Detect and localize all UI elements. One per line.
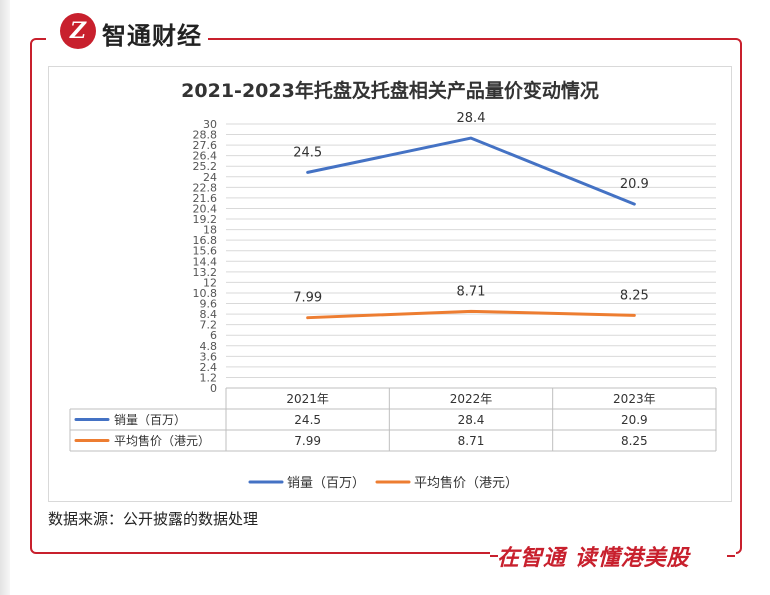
y-tick-label: 9.6 <box>200 298 218 311</box>
slogan-dash-left <box>490 555 498 557</box>
y-tick-label: 3.6 <box>200 350 218 363</box>
data-label: 8.25 <box>620 288 649 303</box>
y-tick-label: 10.8 <box>193 287 218 300</box>
y-tick-label: 14.4 <box>193 255 218 268</box>
y-tick-label: 24 <box>203 171 217 184</box>
y-tick-label: 20.4 <box>193 202 218 215</box>
chart-title: 2021-2023年托盘及托盘相关产品量价变动情况 <box>181 80 599 102</box>
series-layer <box>306 136 636 320</box>
category-label: 2021年 <box>286 392 329 406</box>
y-tick-label: 7.2 <box>200 319 218 332</box>
table-cell: 24.5 <box>294 413 321 427</box>
y-tick-label: 15.6 <box>193 245 218 258</box>
y-tick-label: 6 <box>210 329 217 342</box>
legend-label: 平均售价（港元） <box>414 475 518 491</box>
y-tick-label: 0 <box>210 382 217 395</box>
y-tick-label: 8.4 <box>200 308 218 321</box>
y-tick-label: 21.6 <box>193 192 218 205</box>
y-tick-label: 28.8 <box>193 129 218 142</box>
brand-name: 智通财经 <box>102 22 202 50</box>
legend: 销量（百万） 平均售价（港元） <box>248 475 518 491</box>
y-tick-label: 22.8 <box>193 181 218 194</box>
series-line-1 <box>306 309 636 320</box>
source-note: 数据来源：公开披露的数据处理 <box>48 510 259 528</box>
grid-layer <box>226 123 716 389</box>
table-cell: 28.4 <box>458 413 485 427</box>
slogan: 在智通 读懂港美股 <box>497 546 690 571</box>
data-label: 20.9 <box>620 177 649 192</box>
page-edge-shade <box>0 0 10 595</box>
y-tick-label: 19.2 <box>193 213 218 226</box>
y-tick-label: 4.8 <box>200 340 218 353</box>
series-line-0 <box>306 136 636 206</box>
y-axis-ticks: 01.22.43.64.867.28.49.610.81213.214.415.… <box>193 118 218 395</box>
y-tick-label: 13.2 <box>193 266 218 279</box>
y-tick-label: 1.2 <box>200 371 218 384</box>
slogan-gap <box>490 540 736 570</box>
y-tick-label: 16.8 <box>193 234 218 247</box>
table-cell: 20.9 <box>621 413 648 427</box>
y-tick-label: 18 <box>203 224 217 237</box>
y-tick-label: 27.6 <box>193 139 218 152</box>
category-label: 2022年 <box>450 392 493 406</box>
table-cell: 8.25 <box>621 434 648 448</box>
y-tick-label: 2.4 <box>200 361 218 374</box>
data-label: 7.99 <box>293 291 322 306</box>
outer-frame <box>30 38 742 554</box>
data-label: 8.71 <box>457 284 486 299</box>
brand-logo-icon: Z <box>60 13 96 49</box>
table-row-header: 销量（百万） <box>114 413 186 427</box>
y-tick-label: 25.2 <box>193 160 218 173</box>
table-row-header: 平均售价（港元） <box>114 433 210 448</box>
y-tick-label: 26.4 <box>193 150 218 163</box>
y-tick-label: 30 <box>203 118 217 131</box>
category-label: 2023年 <box>613 392 656 406</box>
data-label: 28.4 <box>457 111 486 126</box>
chart-panel <box>48 66 732 502</box>
legend-label: 销量（百万） <box>287 476 365 491</box>
data-label: 24.5 <box>293 145 322 160</box>
y-tick-label: 12 <box>203 276 217 289</box>
data-labels: 24.5 28.4 20.9 7.99 8.71 8.25 <box>293 111 649 306</box>
slogan-dash-right <box>727 555 735 557</box>
table-cell: 8.71 <box>458 434 485 448</box>
table-cell: 7.99 <box>294 434 321 448</box>
